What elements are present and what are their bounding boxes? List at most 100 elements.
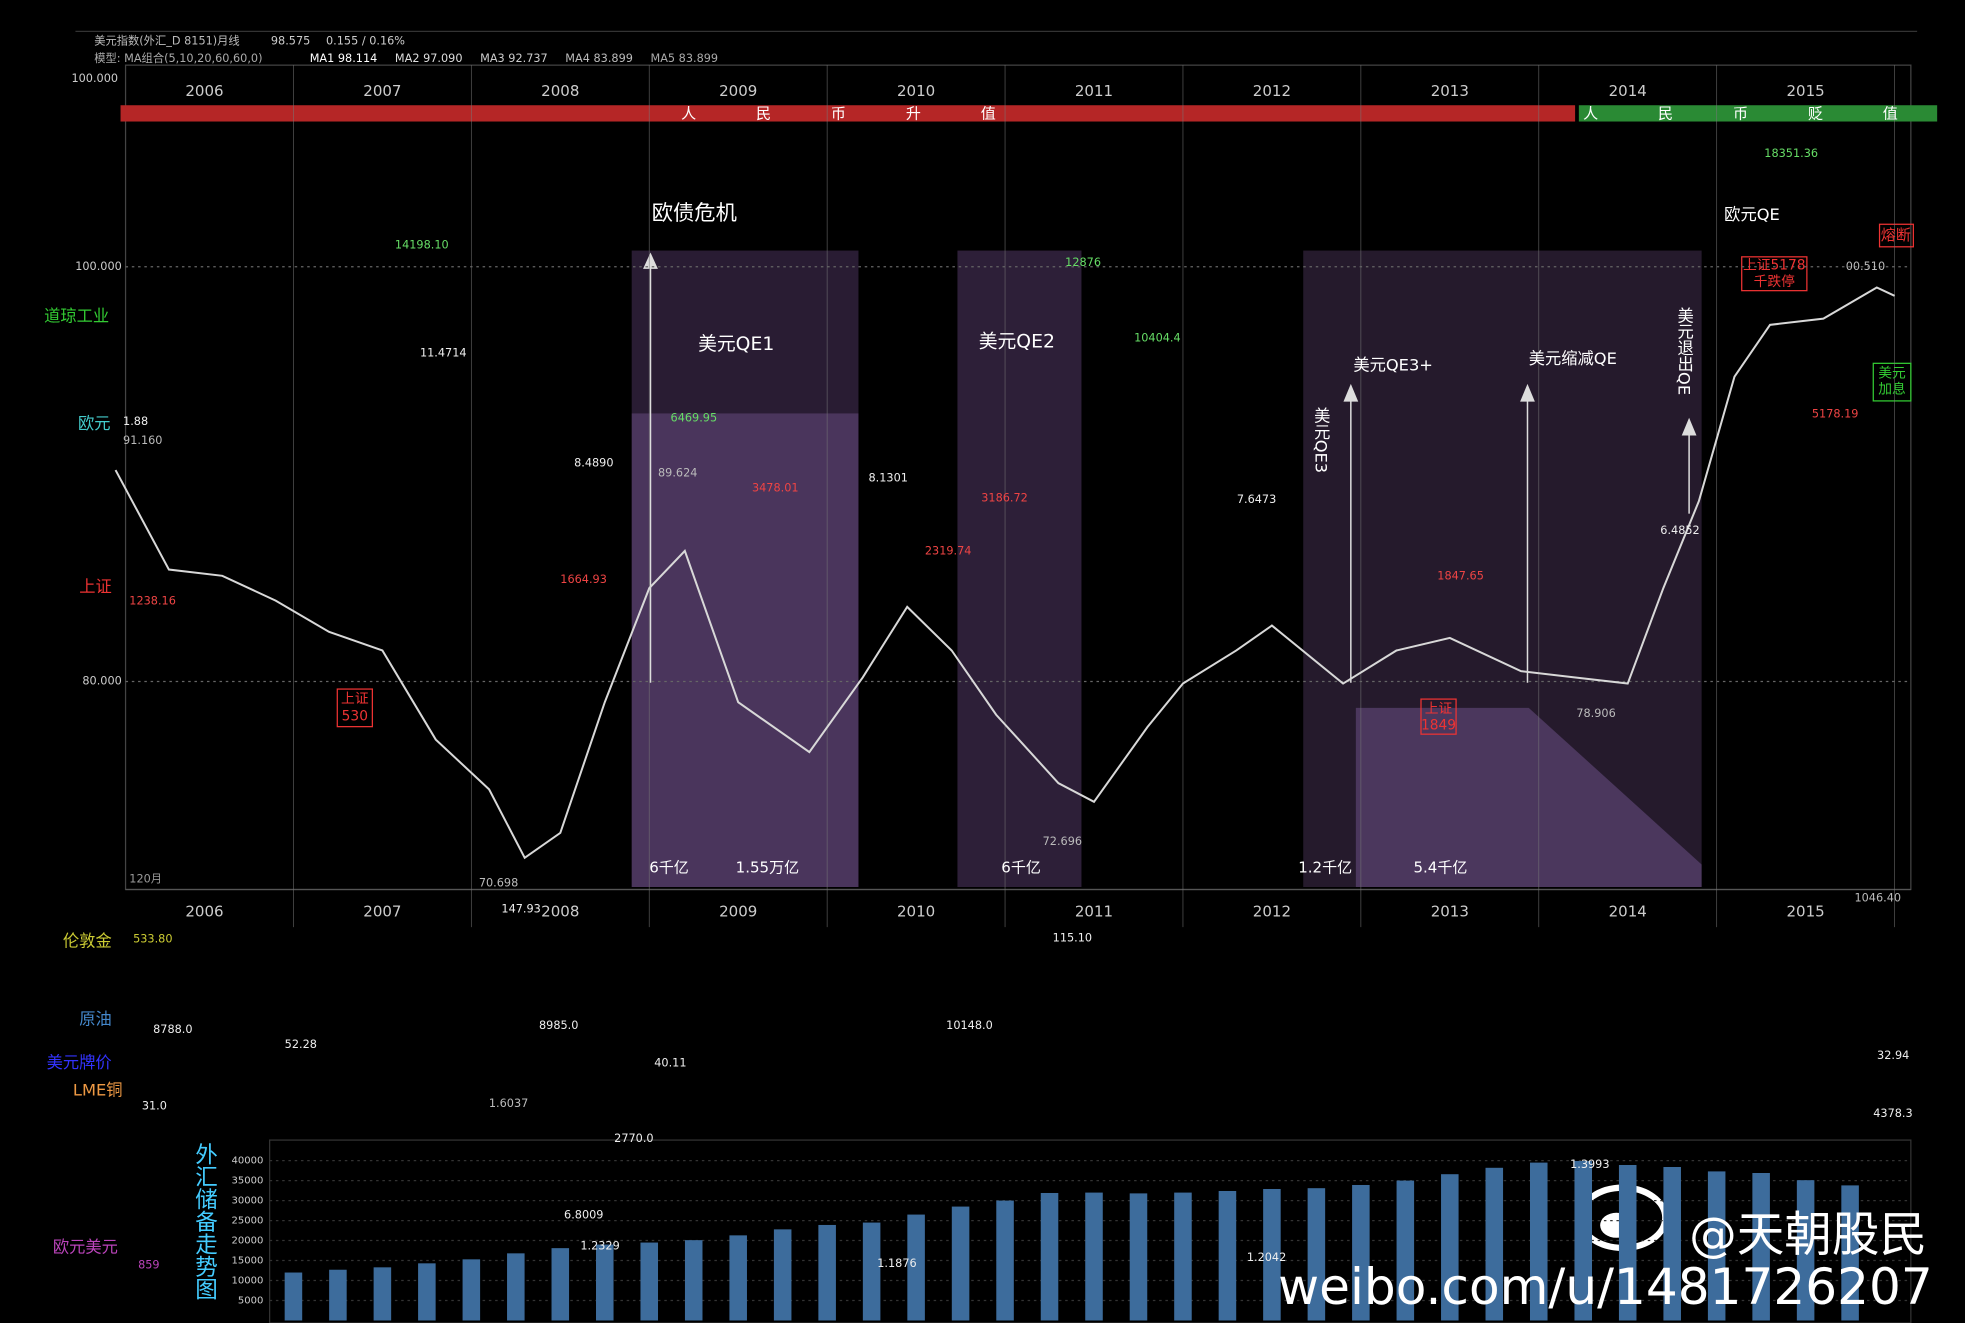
bar — [1485, 1167, 1504, 1321]
price-label: 6.8009 — [564, 1208, 603, 1221]
annotation: 1.55万亿 — [736, 859, 799, 877]
shade-taper — [1355, 707, 1702, 888]
annotation: 美元QE3+ — [1353, 355, 1433, 374]
price-label: 10404.4 — [1134, 331, 1181, 344]
x-tick-label: 2011 — [1075, 903, 1113, 921]
band-label: 人 民 币 贬 值 — [1583, 105, 1925, 123]
bar — [1841, 1185, 1859, 1321]
price-label: 00.510 — [1846, 260, 1885, 273]
bar — [1752, 1172, 1770, 1321]
price-label: 70.698 — [479, 876, 518, 889]
price-label: 6469.95 — [671, 411, 718, 424]
annotation: 1.2千亿 — [1298, 859, 1352, 877]
ma-value: MA3 92.737 — [480, 52, 548, 65]
box — [1878, 223, 1914, 248]
box — [1420, 698, 1457, 735]
price-label: 2319.74 — [925, 544, 972, 557]
bar — [907, 1214, 925, 1321]
band-label: 人 民 币 升 值 — [681, 105, 1023, 123]
arrows — [643, 252, 1697, 683]
shade-qe1 — [631, 250, 859, 888]
bar — [1085, 1192, 1103, 1321]
bar — [1796, 1180, 1815, 1321]
left-label: 原油 — [79, 1009, 112, 1028]
box — [1872, 362, 1912, 402]
left-label: 道琼工业 — [44, 306, 109, 325]
price-label: 3478.01 — [752, 482, 799, 495]
x-tick-label: 2010 — [897, 82, 935, 100]
price-label: 7.6473 — [1237, 493, 1276, 506]
bar — [1396, 1180, 1415, 1321]
price-label: 8.4890 — [574, 457, 613, 470]
price-label: 8788.0 — [153, 1023, 192, 1036]
bar — [1663, 1167, 1681, 1321]
arrow-head — [1520, 383, 1535, 402]
header-last: 98.575 — [271, 34, 310, 47]
bar — [773, 1229, 792, 1321]
bar — [729, 1235, 747, 1321]
annotation: 上证5178 — [1743, 258, 1806, 274]
price-label: 14198.10 — [395, 239, 449, 252]
x-tick-label: 2007 — [363, 903, 401, 921]
price-label: 31.0 — [142, 1099, 167, 1112]
y-tick-label: 25000 — [231, 1216, 263, 1227]
price-label: 1238.16 — [129, 594, 176, 607]
price-label: 78.906 — [1576, 707, 1615, 720]
band-depreciation — [1578, 105, 1938, 122]
annotation: 1849 — [1421, 717, 1456, 733]
annotation: 6千亿 — [649, 859, 689, 877]
bar — [640, 1242, 659, 1321]
x-tick-label: 2006 — [185, 903, 223, 921]
left-label: 欧元 — [78, 414, 111, 433]
annotation: 千跌停 — [1754, 273, 1796, 290]
price-label: 1.1876 — [877, 1257, 916, 1270]
x-tick-label: 2008 — [541, 82, 579, 100]
y-tick-label: 30000 — [231, 1196, 263, 1207]
x-tick-label: 2014 — [1609, 82, 1647, 100]
left-label: 伦敦金 — [63, 932, 112, 951]
annotation: 530 — [342, 709, 368, 725]
price-label: 1.3993 — [1570, 1158, 1609, 1171]
price-label: 1.2329 — [580, 1240, 619, 1253]
bar — [1618, 1165, 1637, 1321]
price-label: 12876 — [1065, 256, 1101, 269]
x-tick-label: 2012 — [1253, 903, 1291, 921]
shade-qe2 — [957, 250, 1082, 888]
side-title: 外汇储备走势图 — [191, 1142, 217, 1300]
boxes — [336, 223, 1914, 735]
bar — [1263, 1188, 1281, 1321]
price-label: 1847.65 — [1437, 569, 1484, 582]
price-label: 52.28 — [285, 1038, 317, 1051]
price-label: 1.88 — [123, 415, 148, 428]
panel-top-label: 100.000 — [71, 72, 118, 85]
annotation: 美元退出QE — [1675, 307, 1694, 395]
price-label: 4378.3 — [1873, 1107, 1912, 1120]
price-label: 6.4852 — [1660, 524, 1699, 537]
annotation: 上证 — [1425, 701, 1453, 717]
x-tick-label: 2010 — [897, 903, 935, 921]
bar — [1352, 1184, 1370, 1321]
annotation: 6千亿 — [1001, 859, 1041, 877]
bar — [551, 1248, 570, 1321]
price-label: 32.94 — [1877, 1049, 1909, 1062]
price-label: 533.80 — [133, 933, 172, 946]
price-label: 859 — [138, 1258, 160, 1271]
price-label: 115.10 — [1053, 931, 1092, 944]
bar — [996, 1200, 1014, 1321]
bar — [284, 1272, 303, 1321]
bar — [595, 1244, 614, 1321]
x-tick-label: 2015 — [1787, 82, 1825, 100]
box — [336, 688, 373, 728]
x-tick-label: 2015 — [1787, 903, 1825, 921]
x-tick-label: 2008 — [541, 903, 579, 921]
annotation: 美元QE2 — [979, 331, 1055, 353]
price-label: 18351.36 — [1764, 147, 1818, 160]
x-tick-label: 2006 — [185, 82, 223, 100]
x-tick-label: 2013 — [1431, 903, 1469, 921]
bar — [1307, 1188, 1326, 1321]
price-label: 8985.0 — [539, 1019, 578, 1032]
arrow-head — [643, 252, 658, 269]
price-label: 5178.19 — [1812, 408, 1859, 421]
annotation: 美元QE1 — [698, 333, 774, 355]
watermark-url: weibo.com/u/1481726207 — [1278, 1257, 1933, 1316]
